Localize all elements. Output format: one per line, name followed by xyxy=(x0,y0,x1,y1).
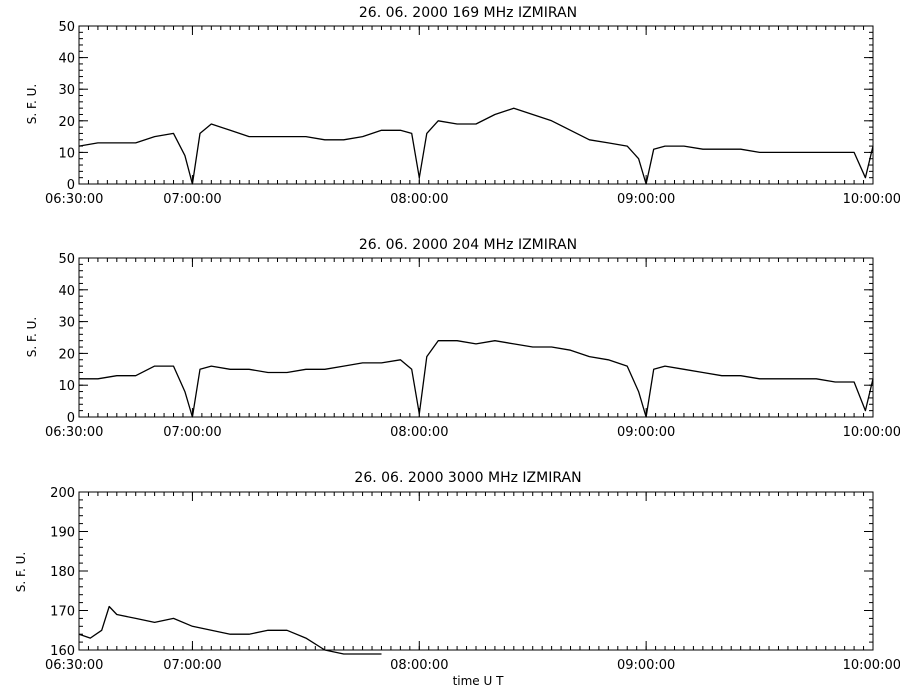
x-tick-label: 06:30:00 xyxy=(45,425,103,440)
y-axis-label: S. F. U. xyxy=(14,552,28,592)
tick-layer: 0 10 20 30 40 50 06:30:00 07:00:00 08:00:00 09:00… xyxy=(45,252,900,440)
x-tick-label: 08:00:00 xyxy=(390,192,448,207)
flux-panel-204mhz: 26. 06. 2000 204 MHz IZMIRAN S. F. U. 0 1… xyxy=(25,237,900,440)
x-tick-label: 08:00:00 xyxy=(390,658,448,673)
chart-title: 26. 06. 2000 169 MHz IZMIRAN xyxy=(359,5,577,21)
x-tick-label: 10:00:00 xyxy=(843,425,900,440)
y-tick-label: 50 xyxy=(58,252,75,267)
y-tick-label: 200 xyxy=(50,486,75,501)
y-axis-label: S. F. U. xyxy=(25,317,39,357)
x-tick-label: 07:00:00 xyxy=(163,658,221,673)
y-tick-label: 10 xyxy=(58,146,75,161)
x-tick-label: 08:00:00 xyxy=(390,425,448,440)
chart-title: 26. 06. 2000 3000 MHz IZMIRAN xyxy=(354,470,581,486)
data-layer xyxy=(78,107,874,185)
y-tick-label: 40 xyxy=(58,52,75,67)
plot-frame xyxy=(78,25,874,185)
y-tick-label: 10 xyxy=(58,379,75,394)
x-tick-label: 09:00:00 xyxy=(617,658,675,673)
y-tick-label: 50 xyxy=(58,20,75,35)
y-tick-label: 180 xyxy=(50,565,75,580)
x-axis-label: time U T xyxy=(453,674,505,688)
y-tick-label: 0 xyxy=(67,178,75,193)
x-tick-label: 09:00:00 xyxy=(617,192,675,207)
chart-title: 26. 06. 2000 204 MHz IZMIRAN xyxy=(359,237,577,253)
x-tick-label: 07:00:00 xyxy=(163,425,221,440)
tick-layer: 0 10 20 30 40 50 06:30:00 07:00:00 08:00:00 09:00… xyxy=(45,20,900,207)
series-line xyxy=(79,340,874,418)
y-tick-label: 30 xyxy=(58,83,75,98)
x-tick-label: 06:30:00 xyxy=(45,658,103,673)
y-tick-label: 190 xyxy=(50,526,75,541)
data-layer xyxy=(79,340,874,418)
flux-panel-169mhz: 26. 06. 2000 169 MHz IZMIRAN S. F. U. 0 1… xyxy=(25,5,900,207)
plot-frame xyxy=(78,257,874,418)
y-tick-label: 20 xyxy=(58,347,75,362)
tick-layer: 160 170 180 190 200 06:30:00 07:00:00 08:00:00 0… xyxy=(45,486,900,673)
y-tick-label: 170 xyxy=(50,605,75,620)
flux-panel-3000mhz: 26. 06. 2000 3000 MHz IZMIRAN S. F. U. 1… xyxy=(14,470,900,688)
x-tick-label: 06:30:00 xyxy=(45,192,103,207)
plot-frame xyxy=(78,491,874,651)
y-tick-label: 20 xyxy=(58,115,75,130)
series-line xyxy=(78,107,874,185)
y-axis-label: S. F. U. xyxy=(25,84,39,124)
series-line xyxy=(78,605,382,655)
y-tick-label: 40 xyxy=(58,284,75,299)
y-tick-label: 0 xyxy=(67,411,75,426)
x-tick-label: 09:00:00 xyxy=(617,425,675,440)
x-tick-label: 07:00:00 xyxy=(163,192,221,207)
x-tick-label: 10:00:00 xyxy=(843,192,900,207)
data-layer xyxy=(78,605,382,655)
x-tick-label: 10:00:00 xyxy=(843,658,900,673)
y-tick-label: 30 xyxy=(58,316,75,331)
y-tick-label: 160 xyxy=(50,644,75,659)
